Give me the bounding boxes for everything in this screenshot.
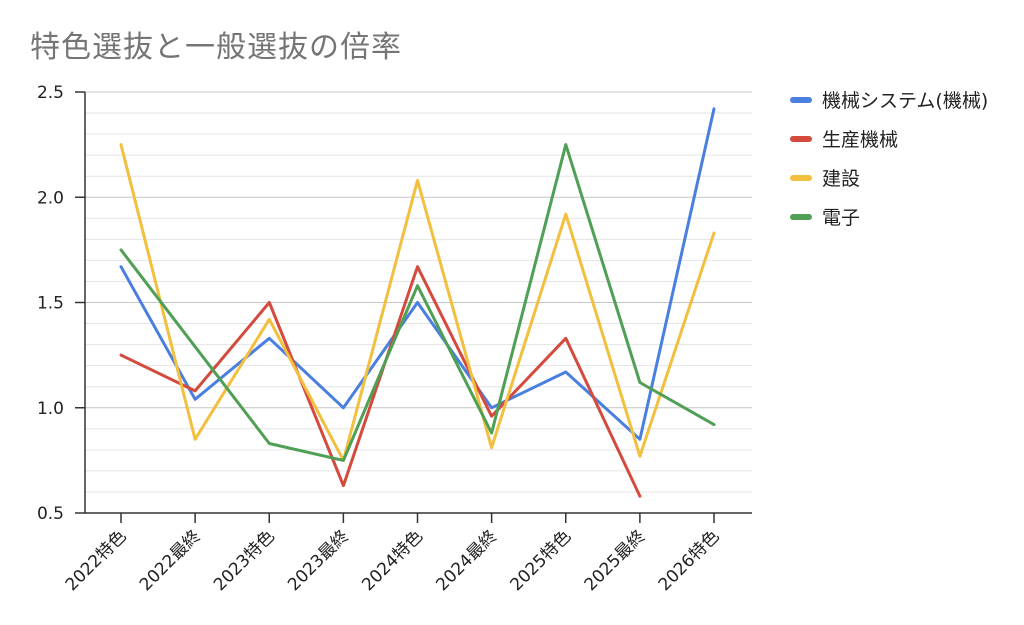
- legend-swatch: [790, 135, 812, 142]
- x-tick-label: 2025特色: [507, 526, 576, 595]
- series-line: [119, 143, 716, 462]
- x-tick-label: 2022最終: [136, 526, 205, 595]
- series-line: [119, 265, 642, 498]
- legend-item: 生産機械: [790, 119, 988, 158]
- legend: 機械システム(機械) 生産機械建設電子: [790, 80, 988, 236]
- axes: [75, 91, 752, 523]
- y-tick-label: 2.0: [37, 188, 64, 208]
- x-tick-label: 2024最終: [432, 526, 501, 595]
- legend-label: 建設: [822, 168, 861, 190]
- y-tick-label: 2.5: [37, 83, 64, 103]
- legend-label: 電子: [822, 207, 861, 229]
- y-tick-label: 0.5: [37, 504, 64, 524]
- y-tick-label: 1.0: [37, 399, 64, 419]
- legend-swatch: [790, 96, 812, 103]
- legend-swatch: [790, 213, 812, 220]
- chart-title: 特色選抜と一般選抜の倍率: [30, 30, 402, 65]
- y-tick-label: 1.5: [37, 294, 64, 314]
- legend-item: 電子: [790, 197, 988, 236]
- legend-label: 生産機械: [822, 129, 899, 151]
- legend-swatch: [790, 174, 812, 181]
- x-tick-label: 2024特色: [358, 526, 427, 595]
- legend-item: 機械システム(機械): [790, 80, 988, 119]
- x-tick-label: 2025最終: [581, 526, 650, 595]
- legend-label: 機械システム(機械): [822, 90, 989, 112]
- series-line: [119, 107, 716, 441]
- x-tick-label: 2026特色: [655, 526, 724, 595]
- x-tick-label: 2023特色: [210, 526, 279, 595]
- series-line: [119, 143, 716, 462]
- legend-item: 建設: [790, 158, 988, 197]
- x-tick-label: 2022特色: [62, 526, 131, 595]
- series-lines: [119, 107, 716, 498]
- x-tick-label: 2023最終: [284, 526, 353, 595]
